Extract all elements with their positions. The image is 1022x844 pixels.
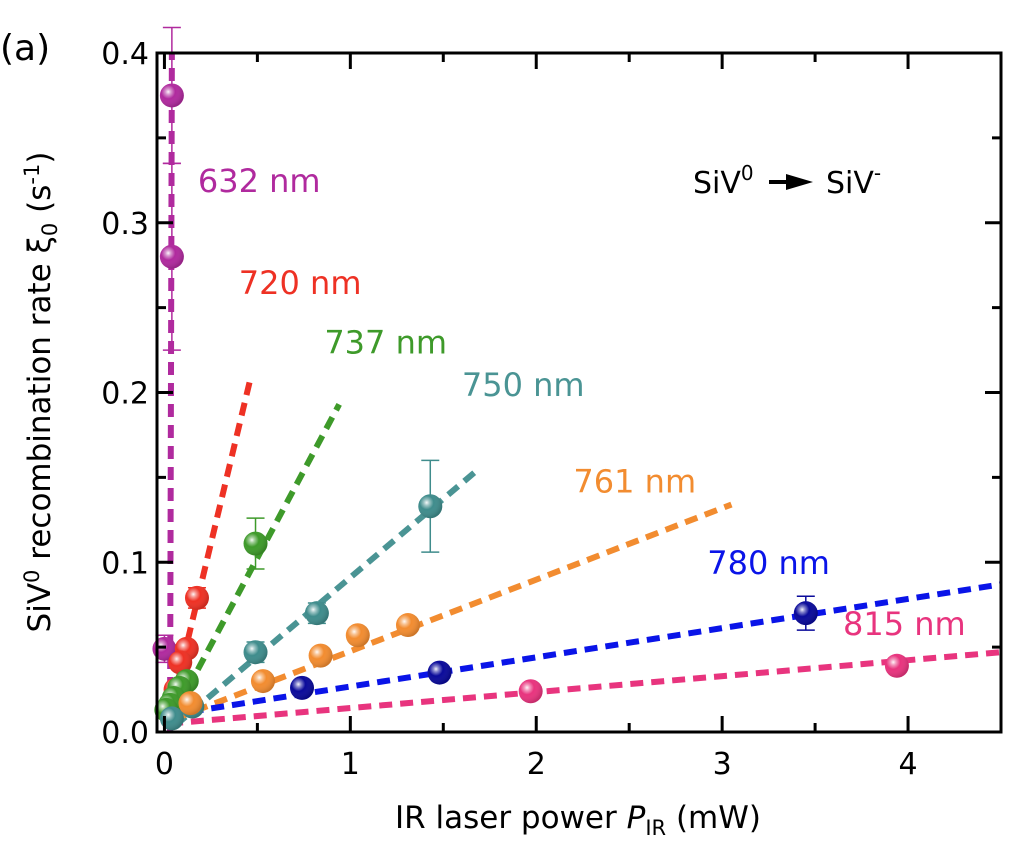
series-label-780-nm: 780 nm [707,544,830,582]
fit-line-737-nm [165,402,342,727]
series-label-750-nm: 750 nm [462,366,585,404]
data-point-highlight [178,691,203,716]
transition-annotation: SiV0 SiV- [693,161,881,201]
arrow-right-icon [769,174,813,190]
data-point-highlight [159,83,184,108]
y-tick-label: 0.2 [101,377,149,412]
data-point-highlight [418,494,443,519]
data-point-highlight [427,660,452,685]
data-point-highlight [250,669,275,694]
axis-tick-labels: 0 1 2 3 4 0.0 0.1 0.2 0.3 0.4 [101,37,917,782]
series-label-737-nm: 737 nm [324,323,447,361]
data-point-highlight [290,675,315,700]
series-labels: 632 nm 720 nm 737 nm 750 nm 761 nm 780 nm 815 … [198,162,966,643]
x-tick-label: 4 [899,747,918,782]
y-tick-label: 0.1 [101,546,149,581]
data-point-highlight [345,623,370,648]
x-tick-label: 2 [527,747,546,782]
y-tick-label: 0.3 [101,207,149,242]
data-point-highlight [793,601,818,626]
series-label-632-nm: 632 nm [198,162,321,200]
x-tick-label: 0 [155,747,174,782]
y-tick-label: 0.0 [101,716,149,751]
annotation-to: SiV- [826,161,881,201]
fit-line-720-nm [165,379,253,723]
data-point-highlight [395,613,420,638]
data-point-highlight [304,601,329,626]
data-point-highlight [243,531,268,556]
x-axis-title: IR laser power PIR (mW) [395,800,761,840]
data-point-highlight [308,643,333,668]
fit-line-761-nm [174,501,733,722]
series-label-815-nm: 815 nm [843,605,966,643]
panel-label: (a) [0,28,50,69]
fit-line-750-nm [173,468,479,728]
data-point-highlight [243,640,268,665]
series-label-720-nm: 720 nm [239,264,362,302]
data-point-highlight [184,585,209,610]
series-label-761-nm: 761 nm [573,463,696,501]
x-tick-label: 3 [713,747,732,782]
axis-ticks [157,51,1001,734]
data-point-highlight [168,650,193,675]
x-tick-label: 1 [341,747,360,782]
data-point-highlight [518,679,543,704]
data-points [152,26,909,731]
y-tick-label: 0.4 [101,37,149,72]
y-axis-title: SiV0 recombination rate ξ0 (s-1) [20,152,62,633]
fit-line-815-nm [169,649,1001,727]
data-point-highlight [884,653,909,678]
data-point-highlight [159,244,184,269]
fit-line-780-nm [189,581,1001,715]
annotation-from: SiV0 [693,161,754,201]
